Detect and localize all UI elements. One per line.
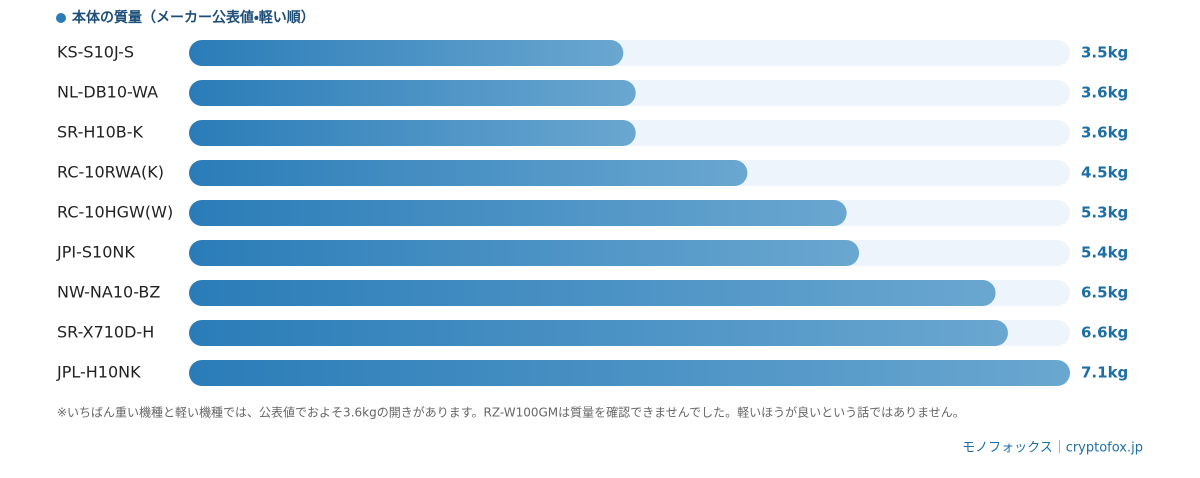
- value-label: 3.6kg: [1081, 124, 1128, 142]
- bar: [189, 160, 748, 186]
- category-label: NL-DB10-WA: [57, 83, 158, 102]
- value-label: 4.5kg: [1081, 164, 1128, 182]
- value-label: 3.5kg: [1081, 44, 1128, 62]
- note: ※いちばん重い機種と軽い機種では、公表値でおよそ3.6kgの開きがあります。RZ…: [57, 405, 965, 420]
- bar: [189, 40, 624, 66]
- bar: [189, 120, 636, 146]
- bar: [189, 200, 847, 226]
- category-label: JPL-H10NK: [56, 363, 141, 382]
- bar: [189, 320, 1008, 346]
- category-label: JPI-S10NK: [56, 243, 135, 262]
- bar: [189, 280, 996, 306]
- value-label: 5.4kg: [1081, 244, 1128, 262]
- category-label: RC-10RWA(K): [57, 163, 164, 182]
- value-label: 6.5kg: [1081, 284, 1128, 302]
- category-label: NW-NA10-BZ: [57, 283, 160, 302]
- source: モノフォックス｜cryptofox.jp: [962, 441, 1143, 456]
- category-label: SR-H10B-K: [57, 123, 144, 142]
- bar: [189, 240, 860, 266]
- value-label: 7.1kg: [1081, 364, 1128, 382]
- bar: [189, 80, 636, 106]
- value-label: 6.6kg: [1081, 324, 1128, 342]
- title-dot: [56, 13, 66, 23]
- category-label: KS-S10J-S: [57, 43, 134, 62]
- value-label: 3.6kg: [1081, 84, 1128, 102]
- chart-title: 本体の質量（メーカー公表値・軽い順）: [71, 9, 315, 26]
- value-label: 5.3kg: [1081, 204, 1128, 222]
- category-label: RC-10HGW(W): [57, 203, 173, 222]
- category-label: SR-X710D-H: [57, 323, 154, 342]
- bar: [189, 360, 1070, 386]
